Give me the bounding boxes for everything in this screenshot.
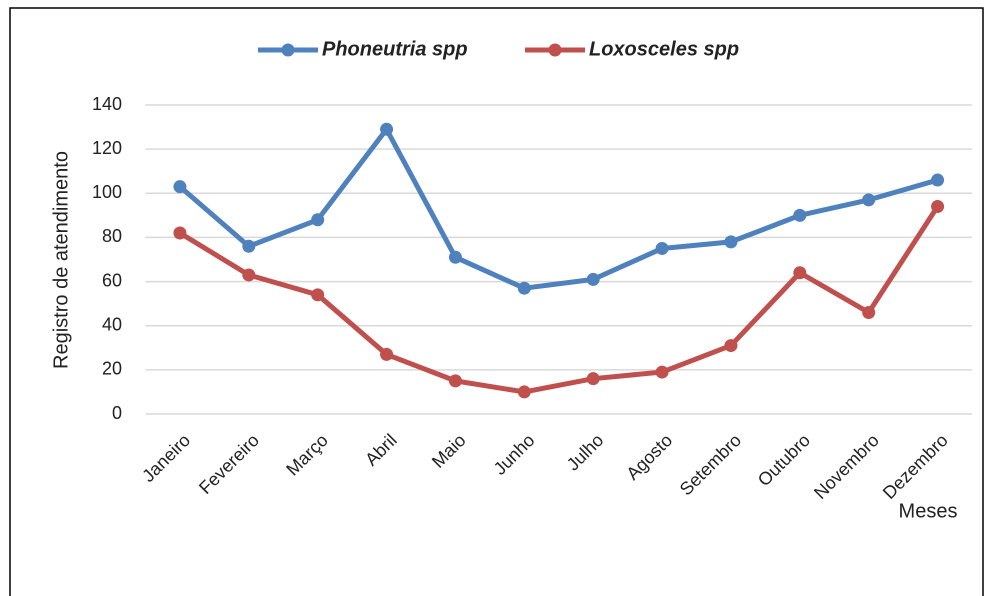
frame (9, 7, 984, 596)
series-line (178, 126, 939, 291)
point (793, 266, 807, 280)
point (793, 208, 807, 222)
y-tick-label: 120 (92, 138, 122, 158)
y-tick-label: 0 (112, 403, 122, 423)
y-tick-label: 40 (102, 314, 122, 334)
y-tick-label: 80 (102, 226, 122, 246)
x-tick-label: Março (282, 430, 332, 480)
point (173, 180, 187, 194)
x-axis-label: Meses (899, 500, 958, 522)
x-tick-label: Julho (563, 430, 608, 475)
point (448, 250, 462, 264)
point (311, 213, 325, 227)
y-axis-label: Registro de atendimento (50, 151, 72, 369)
point (242, 239, 256, 253)
point (517, 385, 531, 399)
point (862, 305, 876, 319)
x-tick-label: Abril (361, 430, 401, 470)
y-tick-label: 60 (102, 270, 122, 290)
series-line (178, 205, 940, 395)
point (517, 281, 531, 295)
x-tick-label: Setembro (676, 430, 745, 499)
point (173, 226, 187, 240)
point (931, 173, 945, 187)
x-tick-label: Fevereiro (195, 430, 263, 498)
x-tick-label: Janeiro (138, 430, 194, 486)
point (448, 374, 462, 388)
point (724, 339, 738, 353)
legend-label: Loxosceles spp (589, 38, 739, 60)
point (380, 122, 394, 136)
point (724, 235, 738, 249)
point (931, 200, 945, 214)
x-tick-label: Outubro (754, 430, 814, 490)
point (655, 241, 669, 255)
y-tick-label: 140 (92, 94, 122, 114)
point (862, 193, 876, 207)
point (311, 288, 325, 302)
x-tick-label: Maio (428, 430, 470, 472)
point (242, 268, 256, 282)
y-tick-label: 20 (102, 359, 122, 379)
x-tick-label: Agosto (622, 430, 676, 484)
x-tick-label: Junho (490, 430, 539, 479)
legend-marker (548, 43, 562, 57)
x-tick-label: Novembro (810, 430, 883, 503)
point (586, 272, 600, 286)
point (655, 365, 669, 379)
y-tick-label: 100 (92, 182, 122, 202)
point (380, 347, 394, 361)
legend-label: Phoneutria spp (322, 38, 468, 60)
x-tick-label: Dezembro (879, 430, 952, 503)
legend-marker (281, 43, 295, 57)
point (586, 372, 600, 386)
